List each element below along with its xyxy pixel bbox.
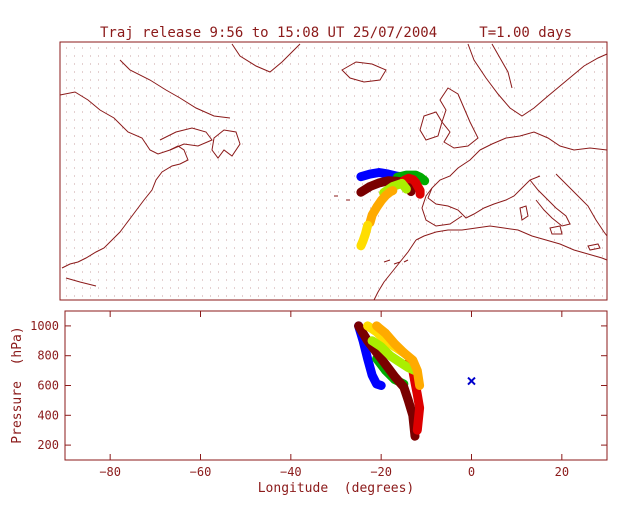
coast-greenland [231, 43, 301, 73]
release-point-marker [467, 376, 476, 386]
coast-azores [334, 195, 350, 201]
y-tick-label: 800 [37, 349, 59, 363]
x-tick-label: −60 [190, 465, 212, 479]
coast-sicily [549, 225, 563, 235]
map-trajectory-2 [356, 176, 416, 197]
coast-crete [587, 243, 601, 251]
y-tick-label: 200 [37, 438, 59, 452]
coast-labrador [119, 59, 231, 119]
map-frame [59, 41, 608, 301]
map-panel [59, 41, 608, 301]
map-trajectories [356, 168, 430, 251]
coast-norway-west [491, 43, 513, 89]
coast-scandinavia [467, 43, 608, 117]
coast-iberia [421, 187, 463, 227]
coast-north-africa [415, 225, 608, 261]
profile-panel: −80 −60 −40 −20 0 20 200 400 600 800 1000 Longitud… [10, 310, 608, 496]
profile-trajectories [354, 321, 476, 441]
figure-title: Traj release 9:56 to 15:08 UT 25/07/2004… [100, 25, 572, 41]
coast-britain [439, 87, 479, 149]
coast-italy [529, 179, 571, 227]
y-tick-label: 600 [37, 379, 59, 393]
map-trajectory-3 [399, 173, 425, 199]
x-tick-label: 0 [468, 465, 475, 479]
y-axis-label: Pressure (hPa) [10, 326, 25, 443]
coast-florida-keys [65, 277, 97, 287]
x-axis-label: Longitude (degrees) [258, 481, 415, 496]
x-tick-label: −40 [280, 465, 302, 479]
coast-ireland [419, 111, 443, 141]
coast-balkans [555, 173, 608, 237]
x-tick-label: −20 [370, 465, 392, 479]
coast-sardinia [519, 205, 529, 221]
y-tick-label: 1000 [30, 319, 59, 333]
coastlines [59, 43, 608, 301]
y-tick-label: 400 [37, 408, 59, 422]
profile-ticks: −80 −60 −40 −20 0 20 200 400 600 800 1000 [30, 311, 607, 479]
coast-europe [427, 131, 608, 219]
x-tick-label: 20 [555, 465, 569, 479]
coast-north-america [59, 91, 189, 269]
profile-trajectory-5 [367, 336, 420, 376]
profile-trajectory-6 [372, 321, 425, 390]
x-tick-label: −80 [99, 465, 121, 479]
coast-iceland [341, 61, 387, 83]
coast-nova-scotia [159, 127, 213, 151]
map-trajectory-6 [356, 220, 373, 251]
map-trajectory-5 [365, 186, 398, 228]
coast-canaries [383, 259, 409, 265]
coast-newfoundland [211, 129, 241, 159]
coast-west-africa [373, 239, 417, 301]
profile-frame [64, 310, 608, 461]
